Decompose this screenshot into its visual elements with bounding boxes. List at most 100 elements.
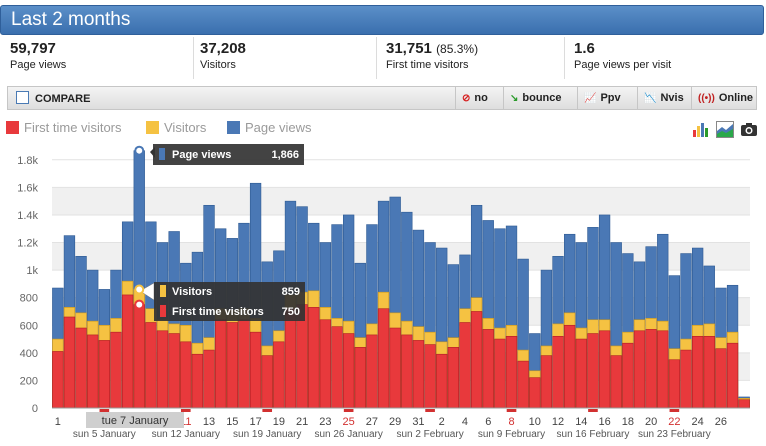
bar-first-time-visitors[interactable] <box>52 351 64 409</box>
bar-first-time-visitors[interactable] <box>121 294 134 409</box>
hover-point <box>134 145 145 156</box>
bar-first-time-visitors[interactable] <box>715 348 727 409</box>
bar-first-time-visitors[interactable] <box>215 319 227 409</box>
ppv-icon: 📈 <box>584 93 597 104</box>
y-tick-label: 400 <box>20 348 38 360</box>
bar-first-time-visitors[interactable] <box>470 311 483 409</box>
sunday-marker <box>262 409 273 412</box>
y-tick-label: 1k <box>26 265 38 277</box>
bar-first-time-visitors[interactable] <box>389 327 401 409</box>
bar-first-time-visitors[interactable] <box>529 377 541 409</box>
x-tick-label: 21 <box>296 416 308 428</box>
camera-icon[interactable] <box>740 121 758 138</box>
title-bar: Last 2 months <box>0 5 764 35</box>
bar-first-time-visitors[interactable] <box>633 330 646 409</box>
bar-first-time-visitors[interactable] <box>87 334 99 409</box>
bar-first-time-visitors[interactable] <box>680 349 692 409</box>
bar-first-time-visitors[interactable] <box>319 319 332 409</box>
bar-first-time-visitors[interactable] <box>668 359 681 409</box>
bar-first-time-visitors[interactable] <box>587 333 599 409</box>
bar-first-time-visitors[interactable] <box>657 330 669 409</box>
x-tick-label: 26 <box>715 416 727 428</box>
x-tick-label: 20 <box>645 416 657 428</box>
y-tick-label: 1.2k <box>17 238 38 250</box>
bar-first-time-visitors[interactable] <box>203 349 215 409</box>
bar-first-time-visitors[interactable] <box>703 335 715 409</box>
bar-first-time-visitors[interactable] <box>354 347 366 409</box>
bar-first-time-visitors[interactable] <box>273 341 285 409</box>
bar-first-time-visitors[interactable] <box>610 355 622 409</box>
bar-first-time-visitors[interactable] <box>645 329 657 409</box>
bar-first-time-visitors[interactable] <box>494 338 506 409</box>
bar-first-time-visitors[interactable] <box>261 355 273 409</box>
y-tick-label: 1.8k <box>17 155 38 167</box>
bar-first-time-visitors[interactable] <box>401 334 413 409</box>
bar-first-time-visitors[interactable] <box>540 355 553 409</box>
bar-first-time-visitors[interactable] <box>424 344 436 409</box>
legend-item-page-views[interactable]: Page views <box>227 120 311 135</box>
ppv-button[interactable]: 📈 Ppv <box>577 87 637 109</box>
stat-visitors: 37,208 Visitors <box>190 37 377 79</box>
legend-item-first-time-visitors[interactable]: First time visitors <box>6 120 122 135</box>
compare-icon <box>16 91 29 104</box>
bar-first-time-visitors[interactable] <box>110 331 122 409</box>
bar-first-time-visitors[interactable] <box>342 333 355 409</box>
bar-first-time-visitors[interactable] <box>622 342 634 409</box>
stat-percent: (85.3%) <box>436 42 479 56</box>
bar-first-time-visitors[interactable] <box>156 330 169 409</box>
bar-first-time-visitors[interactable] <box>564 324 576 409</box>
bar-first-time-visitors[interactable] <box>75 327 87 409</box>
bar-first-time-visitors[interactable] <box>226 322 238 409</box>
sunday-marker <box>425 409 435 412</box>
bar-first-time-visitors[interactable] <box>168 333 180 409</box>
bar-first-time-visitors[interactable] <box>191 353 204 409</box>
grid-band <box>52 352 750 381</box>
hover-point <box>134 284 145 295</box>
bar-first-time-visitors[interactable] <box>412 340 425 409</box>
tooltip-first-time-value: 750 <box>282 306 300 318</box>
sunday-marker <box>669 409 680 412</box>
bar-first-time-visitors[interactable] <box>98 340 111 409</box>
bounce-button[interactable]: ↘ bounce <box>503 87 577 109</box>
bar-first-time-visitors[interactable] <box>436 353 448 409</box>
legend-swatch <box>6 121 19 134</box>
bar-first-time-visitors[interactable] <box>308 307 320 409</box>
bar-first-time-visitors[interactable] <box>145 322 157 409</box>
bar-first-time-visitors[interactable] <box>366 334 378 409</box>
bar-first-time-visitors[interactable] <box>133 304 145 409</box>
legend-item-visitors[interactable]: Visitors <box>146 120 206 135</box>
stat-page-views-per-visit: 1.6 Page views per visit <box>564 37 766 79</box>
x-week-label: sun 16 February <box>557 429 630 440</box>
bar-first-time-visitors[interactable] <box>447 347 460 409</box>
bar-first-time-visitors[interactable] <box>63 316 76 409</box>
bar-first-time-visitors[interactable] <box>691 335 704 409</box>
online-button[interactable]: ((•)) Online <box>691 87 757 109</box>
compare-toolbar: COMPARE ⊘ no ↘ bounce 📈 Ppv 📉 Nvis ((•)) Onli… <box>7 86 757 110</box>
y-tick-label: 1.4k <box>17 210 38 222</box>
bar-first-time-visitors[interactable] <box>249 331 262 409</box>
x-week-label: sun 12 January <box>152 429 220 440</box>
bar-first-time-visitors[interactable] <box>738 399 750 409</box>
bar-first-time-visitors[interactable] <box>505 335 518 409</box>
area-chart-icon[interactable] <box>716 121 734 138</box>
bar-first-time-visitors[interactable] <box>377 308 390 409</box>
bar-first-time-visitors[interactable] <box>284 308 297 409</box>
button-label: Nvis <box>660 92 684 104</box>
no-button[interactable]: ⊘ no <box>455 87 503 109</box>
bar-first-time-visitors[interactable] <box>726 342 739 409</box>
bar-first-time-visitors[interactable] <box>552 335 564 409</box>
nvis-button[interactable]: 📉 Nvis <box>637 87 691 109</box>
bar-first-time-visitors[interactable] <box>482 329 494 409</box>
bar-first-time-visitors[interactable] <box>575 338 587 409</box>
x-week-label: sun 5 January <box>73 429 136 440</box>
x-week-label: sun 23 February <box>638 429 711 440</box>
bar-first-time-visitors[interactable] <box>517 360 529 409</box>
bar-first-time-visitors[interactable] <box>238 319 250 409</box>
bar-first-time-visitors[interactable] <box>180 341 192 409</box>
bar-first-time-visitors[interactable] <box>598 330 611 409</box>
bar-first-time-visitors[interactable] <box>331 326 343 409</box>
bar-chart-icon[interactable] <box>692 121 710 138</box>
button-label: Ppv <box>600 92 621 104</box>
compare-button[interactable]: COMPARE <box>16 91 90 105</box>
bar-first-time-visitors[interactable] <box>459 322 471 409</box>
